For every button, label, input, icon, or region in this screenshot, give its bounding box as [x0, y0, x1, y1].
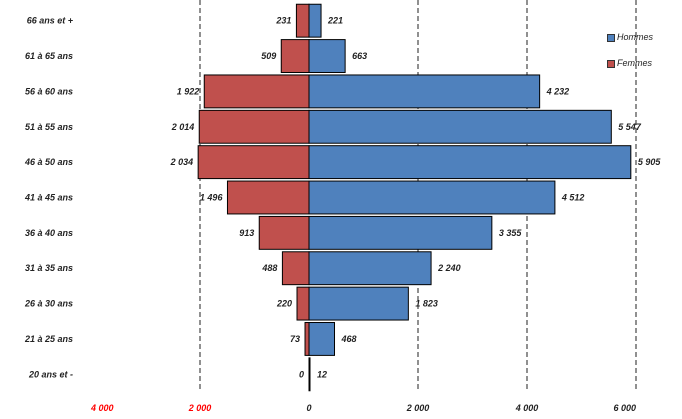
- bar-femmes: [226, 180, 310, 215]
- category-label: 36 à 40 ans: [25, 228, 73, 238]
- legend-label-femmes: Femmes: [617, 58, 653, 68]
- x-tick-label: 4 000: [90, 403, 114, 413]
- bar-hommes: [308, 3, 322, 38]
- data-label-hommes: 1 823: [415, 299, 438, 309]
- data-label-hommes: 221: [327, 16, 343, 26]
- bar-hommes: [308, 357, 311, 392]
- category-label: 41 à 45 ans: [24, 193, 73, 203]
- data-label-hommes: 5 547: [618, 122, 642, 132]
- data-label-femmes: 1 922: [177, 86, 200, 96]
- data-label-hommes: 4 232: [546, 86, 570, 96]
- bar-femmes: [296, 286, 310, 321]
- bar-hommes: [308, 215, 493, 250]
- category-label: 26 à 30 ans: [24, 299, 73, 309]
- bar-hommes: [308, 286, 409, 321]
- bar-femmes: [197, 145, 310, 180]
- data-label-femmes: 2 034: [170, 157, 194, 167]
- data-label-femmes: 0: [299, 369, 304, 379]
- data-label-femmes: 2 014: [171, 122, 195, 132]
- legend: Hommes Femmes: [607, 33, 653, 85]
- category-label: 66 ans et +: [27, 16, 74, 26]
- bar-hommes: [308, 322, 336, 356]
- bar-hommes: [308, 145, 632, 180]
- data-labels: 231 221 509 663 1 922 4 232 2 014 5 547 2 034 5 9…: [170, 16, 662, 380]
- category-label: 61 à 65 ans: [25, 51, 73, 61]
- data-label-femmes: 73: [290, 334, 300, 344]
- legend-swatch-hommes: [607, 33, 615, 42]
- bar-hommes: [308, 74, 541, 109]
- data-label-femmes: 1 496: [200, 193, 224, 203]
- data-label-hommes: 5 905: [638, 157, 662, 167]
- x-tick-label: 0: [306, 403, 311, 413]
- bar-femmes: [281, 251, 310, 286]
- category-label: 21 à 25 ans: [24, 334, 73, 344]
- legend-item-femmes: Femmes: [607, 59, 653, 68]
- category-label: 56 à 60 ans: [25, 86, 73, 96]
- x-tick-labels: 4 000 2 000 0 2 000 4 000 6 000: [90, 403, 636, 413]
- legend-swatch-femmes: [607, 59, 615, 68]
- legend-label-hommes: Hommes: [617, 32, 654, 42]
- data-label-hommes: 4 512: [561, 193, 585, 203]
- bar-hommes: [308, 180, 556, 215]
- data-label-femmes: 913: [239, 228, 254, 238]
- bar-femmes: [198, 109, 310, 144]
- bar-femmes: [280, 39, 310, 73]
- data-label-femmes: 509: [261, 51, 276, 61]
- legend-item-hommes: Hommes: [607, 33, 653, 42]
- data-label-hommes: 12: [317, 369, 327, 379]
- bar-femmes: [258, 215, 310, 250]
- category-label: 51 à 55 ans: [25, 122, 73, 132]
- category-label: 20 ans et -: [28, 369, 73, 379]
- x-tick-label: 2 000: [406, 403, 430, 413]
- bar-femmes: [304, 322, 310, 356]
- x-tick-label: 2 000: [188, 403, 212, 413]
- bar-hommes: [308, 39, 346, 73]
- data-label-hommes: 663: [352, 51, 367, 61]
- category-label: 31 à 35 ans: [25, 263, 73, 273]
- category-label: 46 à 50 ans: [24, 157, 73, 167]
- bar-femmes: [203, 74, 310, 109]
- data-label-hommes: 2 240: [437, 263, 461, 273]
- bar-femmes: [295, 3, 310, 38]
- x-tick-label: 6 000: [613, 403, 636, 413]
- bar-hommes: [308, 109, 612, 144]
- category-labels: 66 ans et + 61 à 65 ans 56 à 60 ans 51 à 55…: [24, 16, 74, 380]
- data-label-hommes: 3 355: [499, 228, 523, 238]
- data-label-femmes: 231: [275, 16, 291, 26]
- data-label-femmes: 488: [261, 263, 277, 273]
- bar-hommes: [308, 251, 432, 286]
- x-tick-label: 4 000: [515, 403, 539, 413]
- data-label-hommes: 468: [341, 334, 357, 344]
- bars: [197, 3, 632, 392]
- data-label-femmes: 220: [276, 299, 292, 309]
